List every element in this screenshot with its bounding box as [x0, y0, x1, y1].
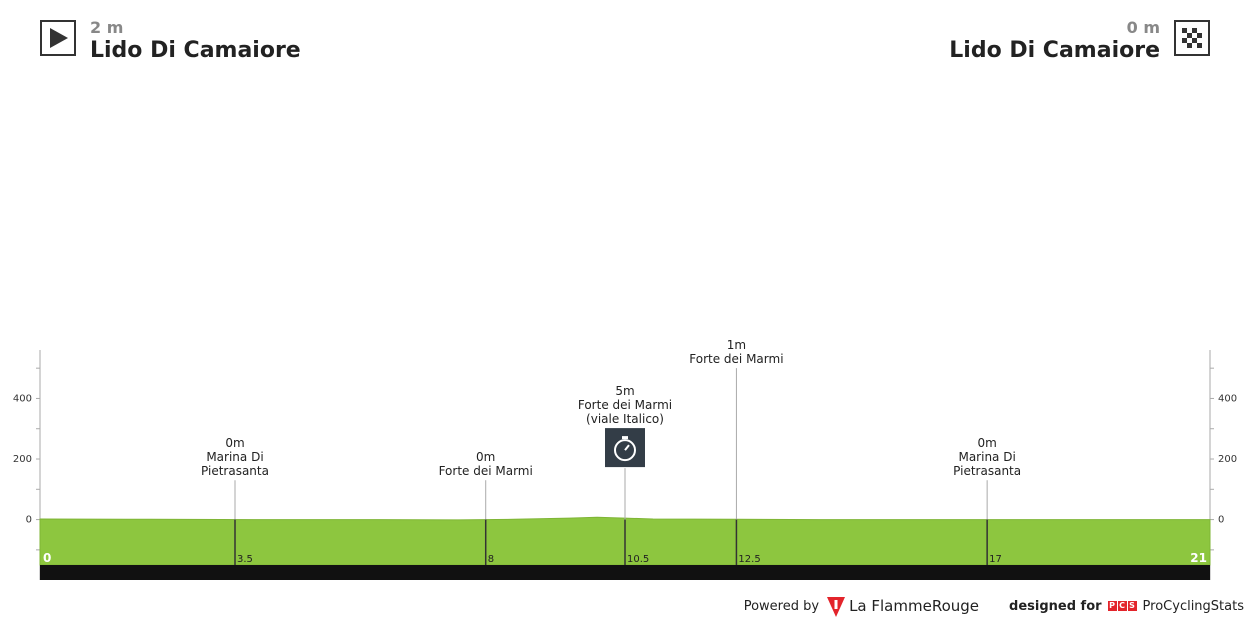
waypoint-name: (viale Italico) — [586, 412, 664, 426]
x-label-start: 0 — [43, 551, 51, 565]
waypoint-altitude: 0m — [977, 436, 996, 450]
finish-town: Lido Di Camaiore — [949, 38, 1160, 63]
checkered-flag-icon — [1174, 20, 1210, 56]
x-distance-label: 17 — [989, 554, 1002, 565]
waypoint-name: Pietrasanta — [953, 464, 1021, 478]
pcs-logo-icon: P C S — [1107, 601, 1138, 611]
stopwatch-icon-crown — [622, 436, 628, 440]
waypoint-name: Marina Di — [958, 450, 1015, 464]
start-altitude: 2 m — [90, 18, 124, 37]
start-header: 2 m Lido Di Camaiore — [40, 18, 301, 64]
x-label-finish: 21 — [1190, 551, 1207, 565]
waypoint-altitude: 5m — [615, 384, 634, 398]
y-tick-label-left: 0 — [26, 515, 32, 526]
finish-altitude: 0 m — [1126, 18, 1160, 37]
flamme-rouge-icon — [827, 597, 846, 617]
waypoint-altitude: 1m — [727, 338, 746, 352]
waypoint-name: Forte dei Marmi — [689, 352, 783, 366]
y-tick-label-right: 0 — [1218, 515, 1224, 526]
x-distance-label: 12.5 — [738, 554, 760, 565]
footer: Powered by La FlammeRouge designed for P… — [744, 595, 1244, 617]
stopwatch-icon — [605, 428, 645, 468]
pcs-letter: C — [1117, 601, 1127, 611]
waypoint-altitude: 0m — [476, 450, 495, 464]
waypoint-name: Forte dei Marmi — [578, 398, 672, 412]
start-town: Lido Di Camaiore — [90, 38, 301, 63]
waypoint-name: Marina Di — [206, 450, 263, 464]
x-distance-label: 8 — [488, 554, 494, 565]
designed-for-text: designed for — [1009, 598, 1102, 614]
waypoint-name: Pietrasanta — [201, 464, 269, 478]
y-tick-label-right: 400 — [1218, 393, 1237, 404]
x-distance-label: 3.5 — [237, 554, 253, 565]
profile-base — [40, 565, 1210, 580]
pcs-letter: P — [1107, 601, 1117, 611]
site-name[interactable]: ProCyclingStats — [1142, 598, 1244, 614]
la-flamme-rouge-logo[interactable]: La FlammeRouge — [827, 595, 979, 617]
stopwatch-icon-hand — [624, 444, 630, 451]
brand-text: La FlammeRouge — [849, 597, 980, 615]
waypoint-name: Forte dei Marmi — [439, 464, 533, 478]
y-tick-label-left: 200 — [13, 454, 32, 465]
play-icon — [40, 20, 76, 56]
stopwatch-icon-dial — [614, 439, 636, 462]
finish-header: 0 m Lido Di Camaiore — [949, 18, 1210, 64]
y-tick-label-right: 200 — [1218, 454, 1237, 465]
x-distance-label: 10.5 — [627, 554, 649, 565]
waypoint-altitude: 0m — [225, 436, 244, 450]
pcs-letter: S — [1127, 601, 1137, 611]
y-tick-label-left: 400 — [13, 393, 32, 404]
powered-by-text: Powered by — [743, 598, 820, 614]
